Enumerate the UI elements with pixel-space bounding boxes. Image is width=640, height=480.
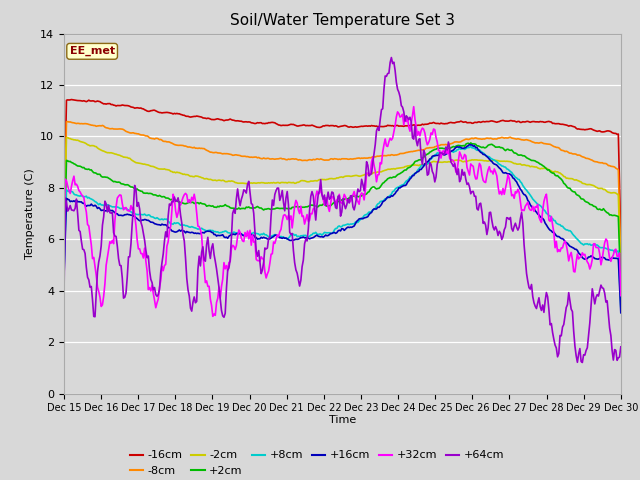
Legend: -16cm, -8cm, -2cm, +2cm, +8cm, +16cm, +32cm, +64cm: -16cm, -8cm, -2cm, +2cm, +8cm, +16cm, +3… [125, 446, 509, 480]
Y-axis label: Temperature (C): Temperature (C) [24, 168, 35, 259]
Text: EE_met: EE_met [70, 46, 115, 57]
X-axis label: Time: Time [329, 415, 356, 425]
Title: Soil/Water Temperature Set 3: Soil/Water Temperature Set 3 [230, 13, 455, 28]
